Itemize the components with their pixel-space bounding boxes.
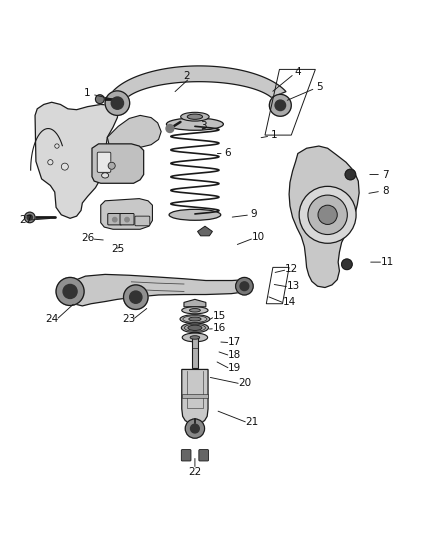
Text: 18: 18 [228, 350, 241, 360]
Text: 15: 15 [212, 311, 226, 320]
Bar [192, 338, 198, 368]
Circle shape [191, 424, 199, 433]
Text: 16: 16 [212, 323, 226, 333]
Text: 27: 27 [19, 215, 32, 224]
Circle shape [61, 163, 68, 170]
FancyBboxPatch shape [97, 152, 111, 172]
FancyBboxPatch shape [108, 214, 122, 225]
Circle shape [111, 97, 124, 109]
Bar [182, 393, 208, 398]
Circle shape [125, 217, 129, 222]
Text: 6: 6 [224, 148, 231, 158]
Circle shape [56, 278, 84, 305]
Polygon shape [35, 102, 118, 219]
Polygon shape [92, 144, 144, 183]
Circle shape [308, 195, 347, 235]
Ellipse shape [166, 118, 223, 130]
Circle shape [269, 94, 291, 116]
Polygon shape [107, 115, 161, 161]
Polygon shape [182, 369, 208, 423]
Text: 7: 7 [382, 169, 389, 180]
Ellipse shape [180, 314, 210, 324]
Circle shape [299, 187, 356, 243]
Text: 8: 8 [382, 186, 389, 196]
Circle shape [27, 215, 32, 220]
Circle shape [113, 217, 117, 222]
Ellipse shape [102, 173, 109, 178]
Text: 17: 17 [228, 337, 241, 347]
FancyBboxPatch shape [120, 214, 134, 225]
FancyBboxPatch shape [135, 216, 150, 226]
Circle shape [124, 285, 148, 310]
Text: 21: 21 [245, 417, 258, 427]
Circle shape [108, 162, 115, 169]
Circle shape [342, 259, 352, 270]
Circle shape [105, 91, 130, 115]
Text: 9: 9 [251, 209, 258, 219]
Ellipse shape [181, 323, 208, 333]
Text: 1: 1 [84, 88, 91, 99]
Circle shape [48, 159, 53, 165]
Ellipse shape [189, 317, 201, 321]
Text: 2: 2 [183, 71, 190, 81]
Text: 13: 13 [287, 281, 300, 291]
Circle shape [95, 95, 104, 103]
Text: 3: 3 [200, 122, 207, 131]
Circle shape [275, 100, 286, 110]
Text: 23: 23 [123, 314, 136, 324]
Circle shape [166, 125, 174, 133]
Text: 1: 1 [270, 130, 277, 140]
Circle shape [55, 144, 59, 148]
Text: 14: 14 [283, 297, 296, 308]
Circle shape [345, 169, 356, 180]
Ellipse shape [187, 114, 202, 119]
Circle shape [318, 205, 337, 224]
FancyBboxPatch shape [199, 449, 208, 461]
Polygon shape [289, 146, 359, 287]
Circle shape [236, 278, 253, 295]
Text: 11: 11 [381, 257, 394, 267]
Ellipse shape [190, 336, 200, 339]
Text: 22: 22 [188, 467, 201, 478]
FancyBboxPatch shape [181, 449, 191, 461]
Text: 20: 20 [239, 377, 252, 387]
Text: 10: 10 [252, 232, 265, 242]
Text: 24: 24 [45, 314, 58, 324]
Polygon shape [64, 274, 252, 306]
Circle shape [25, 212, 35, 223]
Text: 26: 26 [81, 233, 94, 243]
Polygon shape [184, 300, 206, 307]
Polygon shape [198, 226, 212, 236]
Ellipse shape [189, 309, 200, 312]
Polygon shape [101, 199, 152, 229]
Polygon shape [113, 66, 286, 98]
Ellipse shape [188, 325, 202, 330]
Ellipse shape [182, 307, 208, 314]
Ellipse shape [180, 112, 209, 121]
Text: 4: 4 [294, 67, 301, 77]
Text: 5: 5 [316, 82, 323, 92]
Text: 19: 19 [228, 363, 241, 373]
Circle shape [240, 282, 249, 290]
Circle shape [185, 419, 205, 438]
Circle shape [63, 285, 77, 298]
Text: 25: 25 [112, 244, 125, 254]
Ellipse shape [182, 333, 208, 342]
Ellipse shape [169, 209, 221, 220]
Text: 12: 12 [285, 264, 298, 273]
Circle shape [130, 291, 142, 303]
